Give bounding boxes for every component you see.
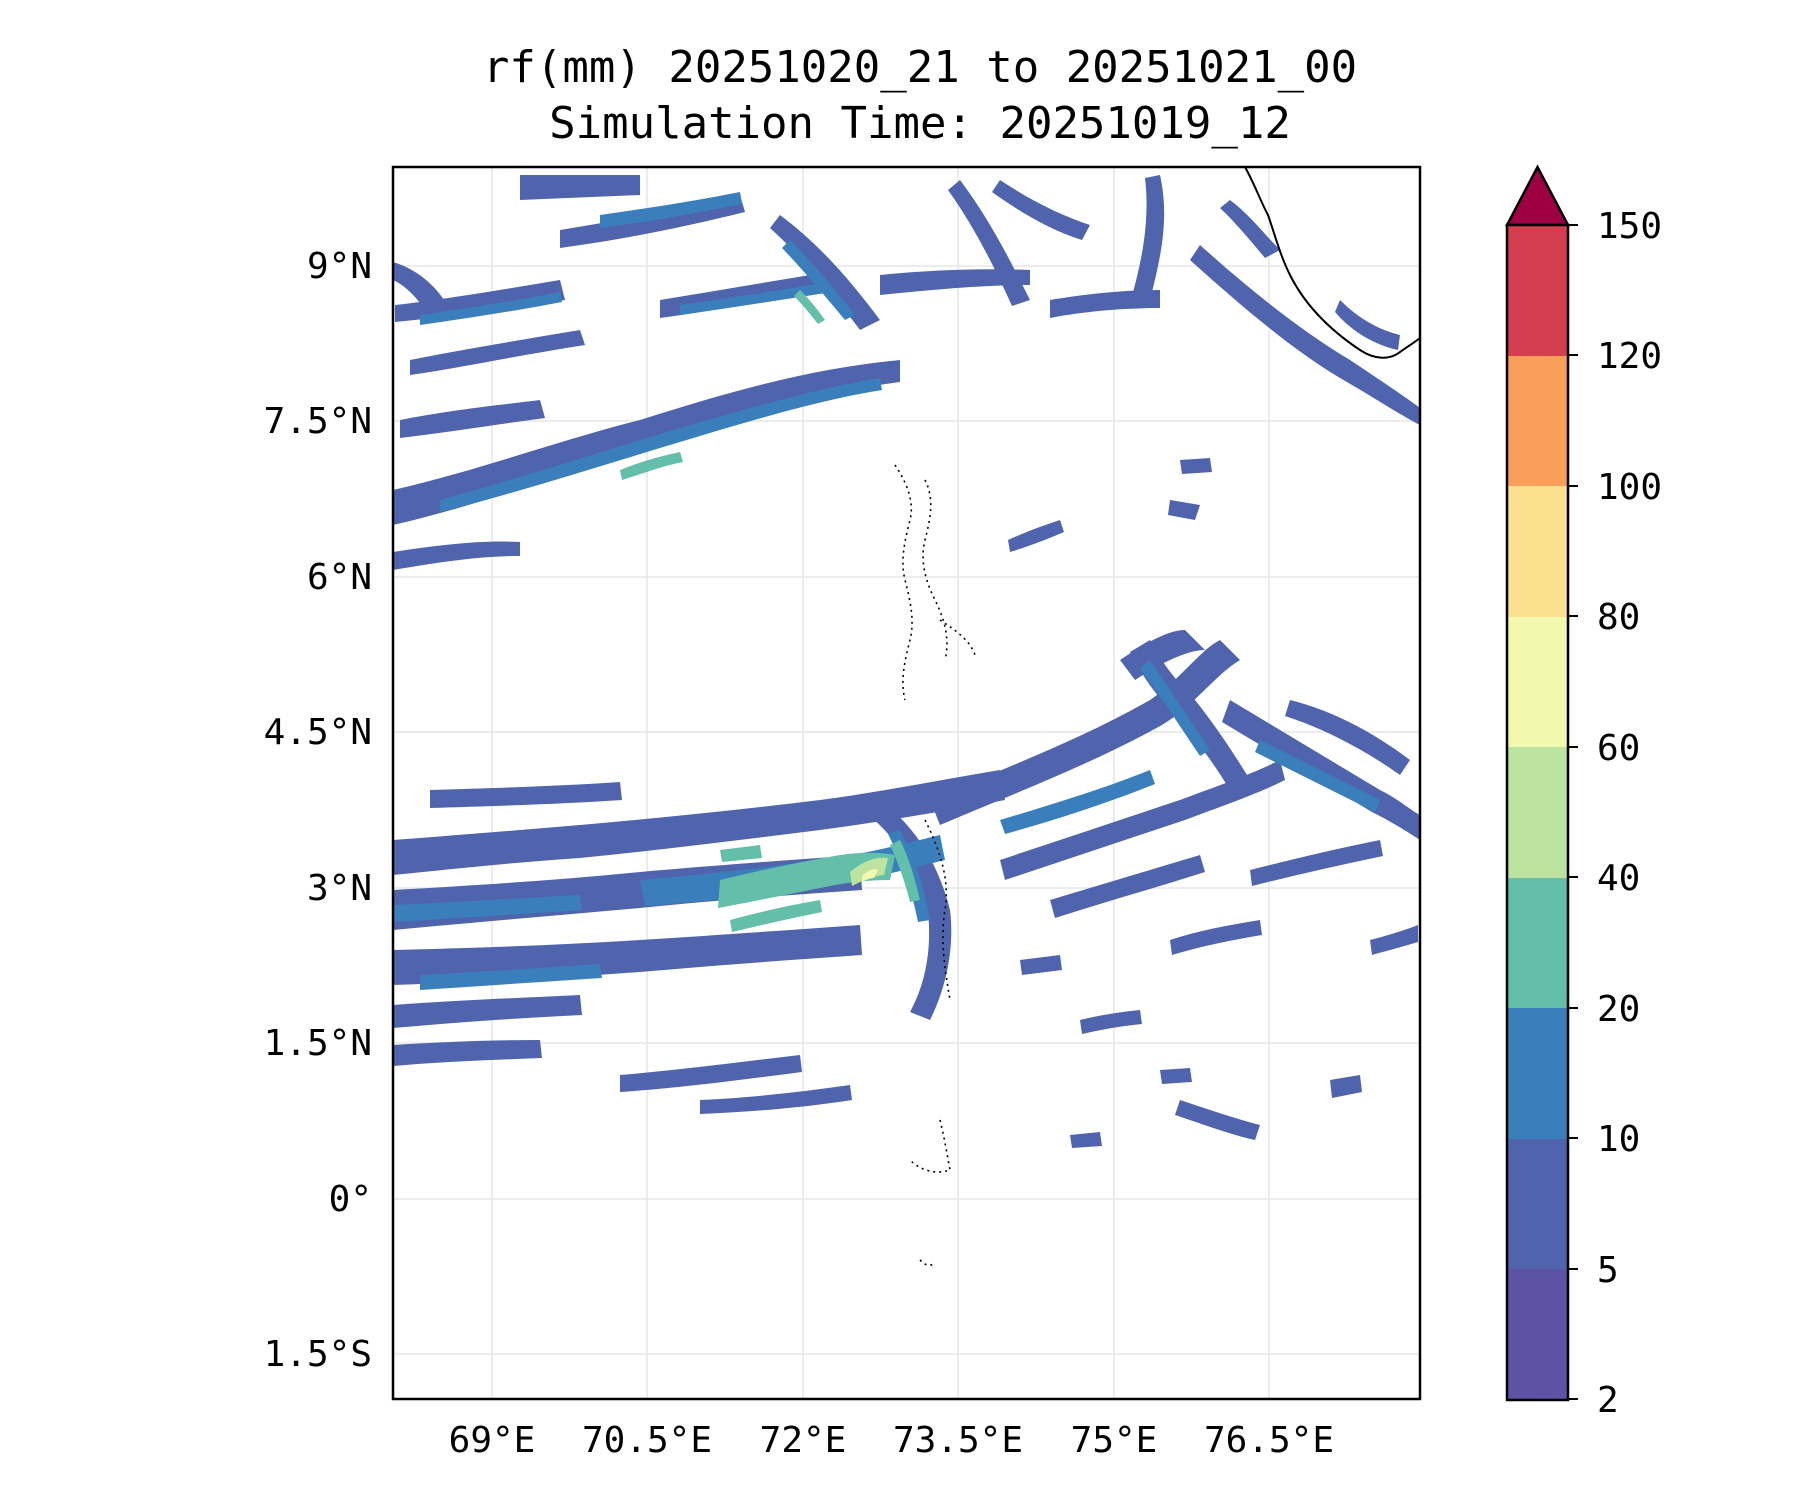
- lat-tick-label: 0°: [329, 1179, 372, 1220]
- colorbar-segment: [1507, 355, 1568, 486]
- colorbar-tick-label: 150: [1597, 206, 1662, 247]
- lat-tick-label: 7.5°N: [264, 401, 372, 442]
- lon-tick-label: 70.5°E: [582, 1420, 712, 1461]
- lat-tick-label: 6°N: [307, 557, 372, 598]
- map-frame: [391, 165, 1422, 1401]
- islands-outline: [894, 464, 976, 1267]
- colorbar-tick-label: 80: [1597, 597, 1640, 638]
- colorbar-tick-label: 120: [1597, 336, 1662, 377]
- colorbar-segment: [1507, 747, 1568, 878]
- colorbar-segment: [1507, 616, 1568, 747]
- coastline: [1244, 167, 1420, 359]
- lat-tick-label: 3°N: [307, 868, 372, 909]
- lon-tick-label: 76.5°E: [1204, 1420, 1334, 1461]
- latitude-axis: 9°N 7.5°N 6°N 4.5°N 3°N 1.5°N 0° 1.5°S: [264, 246, 372, 1375]
- colorbar-frame: [1505, 223, 1570, 1402]
- longitude-axis: 69°E 70.5°E 72°E 73.5°E 75°E 76.5°E: [449, 1420, 1334, 1461]
- lat-tick-label: 1.5°S: [264, 1334, 372, 1375]
- rainfall-contours: [393, 175, 1420, 1148]
- colorbar-tick-label: 2: [1597, 1380, 1619, 1421]
- lat-tick-label: 1.5°N: [264, 1023, 372, 1064]
- colorbar-segment: [1507, 225, 1568, 356]
- lon-tick-label: 75°E: [1071, 1420, 1158, 1461]
- colorbar-segment: [1507, 877, 1568, 1008]
- colorbar-tick-label: 10: [1597, 1119, 1640, 1160]
- colorbar: 2 5 10 20 40 60 80 100 120 150: [1504, 164, 1662, 1421]
- colorbar-tick-label: 60: [1597, 728, 1640, 769]
- colorbar-tick-label: 100: [1597, 467, 1662, 508]
- lat-tick-label: 4.5°N: [264, 712, 372, 753]
- colorbar-extend-arrow: [1504, 164, 1571, 227]
- colorbar-segment: [1507, 1269, 1568, 1400]
- lon-tick-label: 69°E: [449, 1420, 536, 1461]
- map-title-line-2: Simulation Time: 20251019_12: [549, 98, 1291, 149]
- map-title-line-1: rf(mm) 20251020_21 to 20251021_00: [482, 42, 1358, 93]
- lon-tick-label: 73.5°E: [893, 1420, 1023, 1461]
- lat-tick-label: 9°N: [307, 246, 372, 287]
- colorbar-tick-label: 20: [1597, 989, 1640, 1030]
- colorbar-tick-label: 5: [1597, 1250, 1619, 1291]
- colorbar-tick-label: 40: [1597, 858, 1640, 899]
- colorbar-segment: [1507, 1008, 1568, 1139]
- colorbar-segment: [1507, 486, 1568, 617]
- lon-tick-label: 72°E: [760, 1420, 847, 1461]
- colorbar-segment: [1507, 1138, 1568, 1269]
